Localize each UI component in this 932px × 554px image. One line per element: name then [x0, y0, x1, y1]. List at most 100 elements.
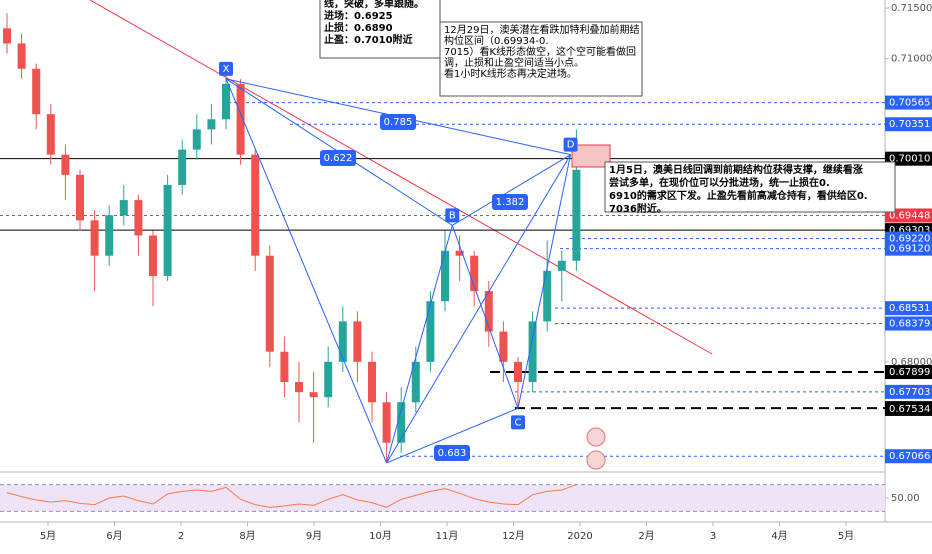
candle-body — [397, 402, 406, 443]
ratio-tag — [380, 114, 416, 130]
level-label: 0.69220 — [889, 234, 930, 245]
x-tick-label: 4月 — [771, 530, 787, 542]
pattern-point-tag — [511, 415, 525, 430]
candle-body — [484, 291, 493, 332]
event-icon — [586, 427, 606, 447]
pattern-leg — [386, 154, 571, 464]
x-tick-label: 9月 — [306, 530, 322, 542]
candle-body — [382, 402, 391, 443]
level-tag — [885, 301, 932, 316]
candle-body — [61, 154, 70, 175]
candle-body — [324, 361, 333, 398]
pattern-point-tag — [219, 61, 233, 76]
note-line: 止盈：0.7010附近 — [324, 33, 413, 46]
candle-body — [119, 200, 128, 216]
candle-body — [295, 382, 303, 393]
pattern-point-label: C — [515, 417, 522, 428]
x-tick-label: 3 — [710, 531, 716, 542]
level-label: 0.69120 — [889, 244, 930, 255]
level-label: 0.69448 — [889, 210, 930, 221]
note-line: 构位区间（0.69934-0. — [444, 34, 549, 47]
candle-body — [134, 200, 143, 236]
ratio-tag — [492, 194, 528, 210]
x-tick-label: 5月 — [40, 530, 56, 542]
candle-body — [338, 321, 347, 362]
x-tick-label: 2 — [178, 531, 184, 542]
ratio-label: 0.622 — [324, 153, 353, 164]
candle-body — [163, 184, 172, 276]
candle-body — [426, 301, 435, 362]
ratio-tag — [434, 445, 470, 461]
plot-area — [0, 0, 885, 464]
candle-body — [499, 331, 508, 362]
y-tick-label: 0.68000 — [891, 357, 932, 368]
level-label: 0.69303 — [889, 225, 930, 236]
x-tick-label: 2020 — [567, 531, 592, 542]
candle-body — [514, 361, 522, 383]
candle-body — [17, 43, 26, 69]
target-zone — [571, 144, 611, 168]
candle-body — [3, 28, 11, 44]
level-label: 0.67066 — [889, 451, 930, 462]
pattern-point-label: B — [449, 210, 456, 221]
x-tick-label: 5月 — [838, 530, 854, 542]
candle-body — [557, 260, 566, 271]
note-line: 12月29日，澳美潜在看跌加特利叠加前期结 — [444, 23, 639, 36]
candle-body — [251, 154, 260, 256]
note-line: 调，止损和止盈空间适当小点。 — [444, 56, 584, 69]
candle-body — [441, 250, 449, 302]
candle-body — [149, 235, 157, 276]
pattern-leg — [451, 225, 519, 409]
x-tick-label: 6月 — [106, 530, 122, 542]
pattern-point-label: X — [223, 64, 230, 75]
candle-body — [207, 119, 216, 130]
pattern-leg — [452, 154, 571, 226]
x-tick-label: 8月 — [239, 530, 255, 542]
note-line: 7015）看K线形态做空，这个空可能看做回 — [444, 45, 636, 58]
x-tick-label: 2月 — [638, 530, 654, 542]
level-tag — [885, 365, 932, 380]
candle-body — [368, 361, 376, 403]
level-tag — [885, 208, 932, 223]
note-box — [439, 21, 643, 97]
note-line: 进场：0.6925 — [324, 9, 393, 22]
level-tag — [885, 95, 932, 110]
pattern-point-tag — [563, 137, 578, 152]
level-tag — [885, 401, 932, 416]
y-tick-label: 0.71500 — [891, 3, 932, 14]
level-label: 0.68531 — [889, 303, 930, 314]
x-tick-label: 11月 — [436, 530, 459, 542]
level-tag — [885, 241, 932, 256]
note-line: 1月5日，澳美日线回调到前期结构位获得支撑，继续看涨 — [609, 163, 863, 176]
note-line: 止损：0.6890 — [324, 21, 393, 34]
candle-body — [411, 361, 420, 403]
level-label: 0.70010 — [889, 154, 930, 165]
pattern-leg — [517, 154, 572, 409]
pattern-leg — [386, 407, 519, 464]
pattern-point-tag — [445, 208, 460, 223]
candle-body — [265, 255, 274, 352]
ratio-tag — [320, 150, 356, 166]
rsi-line — [6, 484, 577, 508]
ratio-label: 0.785 — [384, 117, 413, 128]
level-label: 0.67534 — [889, 404, 930, 415]
note-line: 6910的需求区下发。止盈先看前高减仓持有，看供给区0. — [609, 189, 868, 202]
level-tag — [885, 316, 932, 331]
candle-body — [455, 250, 464, 256]
level-label: 0.68379 — [889, 319, 930, 330]
level-tag — [885, 384, 932, 399]
event-icon — [586, 450, 606, 470]
note-line: 线，突破，多单跟随。 — [324, 0, 424, 10]
trend-line — [89, 0, 713, 355]
note-box — [604, 161, 896, 213]
candle-body — [280, 351, 289, 383]
level-label: 0.70565 — [889, 98, 930, 109]
candle-body — [543, 270, 552, 322]
pattern-point-label: D — [567, 140, 575, 151]
pattern-leg — [386, 225, 453, 464]
candle-body — [178, 149, 187, 185]
candle-body — [236, 83, 245, 155]
pattern-leg — [225, 78, 388, 464]
candle-body — [192, 129, 201, 150]
note-line: 看1小时K线形态再决定进场。 — [444, 67, 577, 80]
